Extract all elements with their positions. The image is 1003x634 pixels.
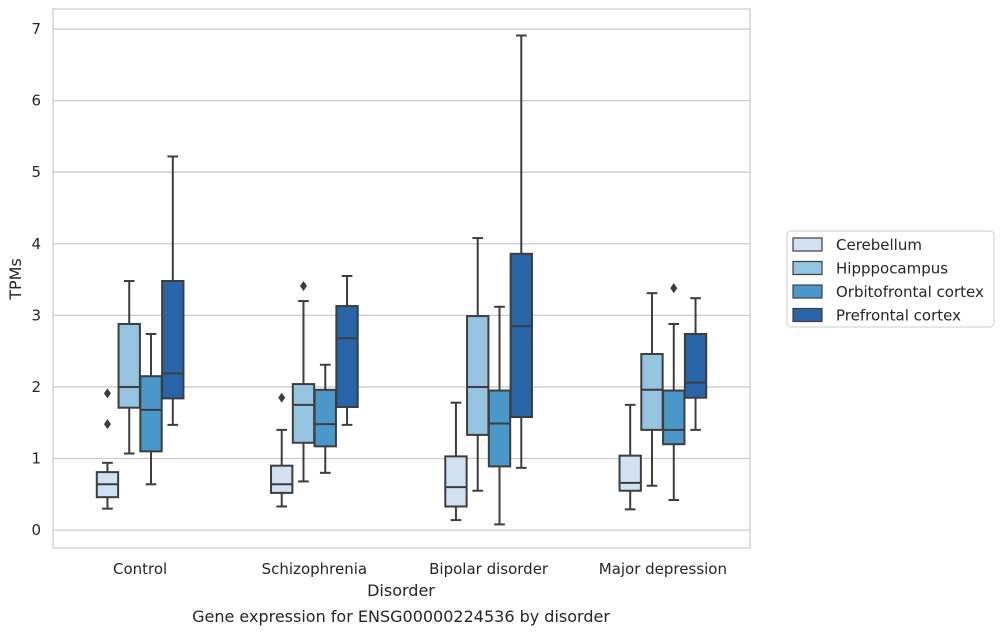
box-body (640, 353, 664, 431)
box (270, 392, 294, 508)
box-body (466, 315, 490, 436)
legend-label: Prefrontal cortex (836, 307, 961, 325)
plot-frame (52, 8, 751, 549)
legend-label: Hipppocampus (836, 260, 948, 278)
box-body (509, 252, 533, 419)
box-body (270, 464, 294, 494)
box (161, 155, 185, 426)
box-body (444, 455, 468, 508)
box-body (335, 305, 359, 408)
box (640, 292, 664, 487)
box (683, 297, 708, 431)
outlier-point (278, 392, 286, 403)
box-body (161, 280, 185, 400)
y-tick-label: 7 (31, 20, 41, 38)
outlier-point (103, 419, 111, 430)
box (466, 237, 490, 492)
legend-swatch (792, 237, 823, 252)
box-body (117, 322, 141, 409)
legend-swatch (792, 307, 823, 323)
y-axis-title: TPMs (6, 258, 25, 301)
box (335, 274, 359, 426)
y-tick-label: 6 (31, 92, 41, 110)
box (291, 281, 316, 483)
x-tick-label: Bipolar disorder (429, 560, 549, 578)
box-body (683, 332, 708, 399)
box (444, 401, 468, 522)
box (313, 363, 337, 474)
legend-swatch (792, 284, 823, 299)
x-axis-ticks: Control Schizophrenia Bipolar disorder Majo… (113, 560, 727, 578)
y-tick-label: 1 (31, 450, 41, 468)
y-tick-label: 0 (31, 521, 41, 539)
box-body (139, 375, 163, 453)
legend-frame (786, 230, 995, 328)
box (618, 403, 642, 511)
y-tick-label: 3 (31, 306, 41, 324)
grid-lines (53, 28, 750, 531)
legend: Cerebellum Hipppocampus Orbitofrontal cort… (786, 230, 995, 328)
box (509, 34, 533, 469)
box (117, 280, 141, 455)
y-tick-label: 5 (31, 163, 41, 181)
box (139, 332, 163, 486)
y-tick-label: 2 (31, 378, 41, 396)
y-tick-label: 4 (31, 235, 41, 253)
box-body (662, 389, 686, 446)
box-plot-area (95, 34, 708, 526)
box-body (313, 388, 337, 448)
outlier-point (670, 283, 678, 294)
x-axis-title: Disorder (367, 581, 435, 600)
x-tick-label: Control (113, 560, 167, 578)
x-tick-label: Schizophrenia (262, 560, 367, 578)
y-axis-ticks: 0 1 2 3 4 5 6 7 (31, 20, 41, 539)
box-body (291, 383, 316, 444)
box (662, 283, 686, 502)
legend-swatch (792, 260, 823, 276)
legend-label: Orbitofrontal cortex (836, 283, 984, 301)
box (95, 388, 120, 510)
x-tick-label: Major depression (599, 560, 727, 578)
box-body (487, 389, 512, 468)
figure-caption: Gene expression for ENSG00000224536 by d… (192, 607, 610, 626)
outlier-point (103, 388, 111, 399)
box (487, 305, 512, 526)
legend-label: Cerebellum (836, 236, 922, 254)
outlier-point (299, 281, 307, 292)
box-body (618, 454, 642, 492)
